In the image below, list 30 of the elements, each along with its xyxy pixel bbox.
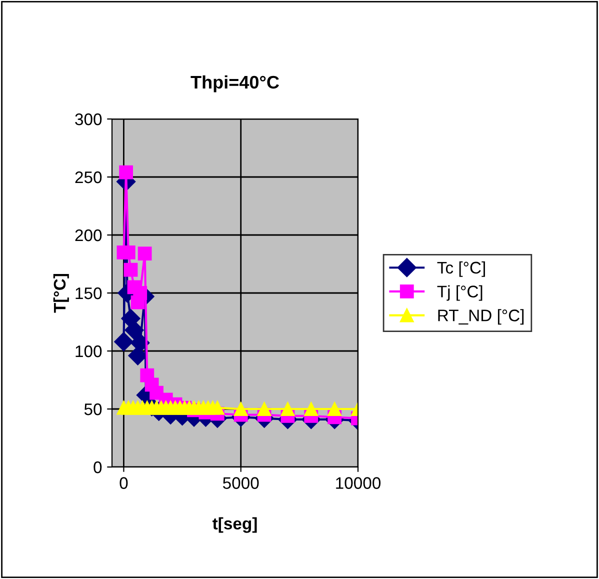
y-tick-label: 0	[94, 461, 102, 474]
chart-title: Thpi=40°C	[190, 75, 280, 92]
point	[124, 262, 138, 277]
point	[133, 286, 148, 300]
y-tick-label: 150	[76, 287, 102, 300]
point	[234, 402, 248, 416]
y-axis-title: T[°C]	[53, 274, 69, 313]
point	[114, 332, 134, 352]
point	[304, 402, 318, 416]
x-tick-label: 10000	[336, 477, 381, 489]
legend-label: Tj [°C]	[437, 285, 482, 301]
point	[124, 320, 144, 340]
point	[121, 245, 136, 260]
point	[280, 402, 295, 416]
y-tick-label: 200	[75, 229, 102, 242]
legend-label: RT_ND [°C]	[438, 309, 524, 325]
x-tick-label: 0	[120, 477, 128, 489]
point	[119, 165, 133, 180]
y-tick-label: 300	[75, 113, 102, 126]
legend-label: Tc [°C]	[437, 261, 485, 277]
y-tick-label: 250	[75, 171, 102, 184]
y-tick-label: 50	[84, 403, 102, 416]
x-axis-title: t[seg]	[212, 517, 257, 533]
point	[257, 402, 272, 416]
point	[210, 400, 224, 415]
point	[328, 402, 342, 416]
x-tick-label: 5000	[222, 477, 259, 489]
point	[138, 246, 152, 261]
y-tick-label: 100	[76, 345, 102, 358]
point	[130, 333, 150, 352]
